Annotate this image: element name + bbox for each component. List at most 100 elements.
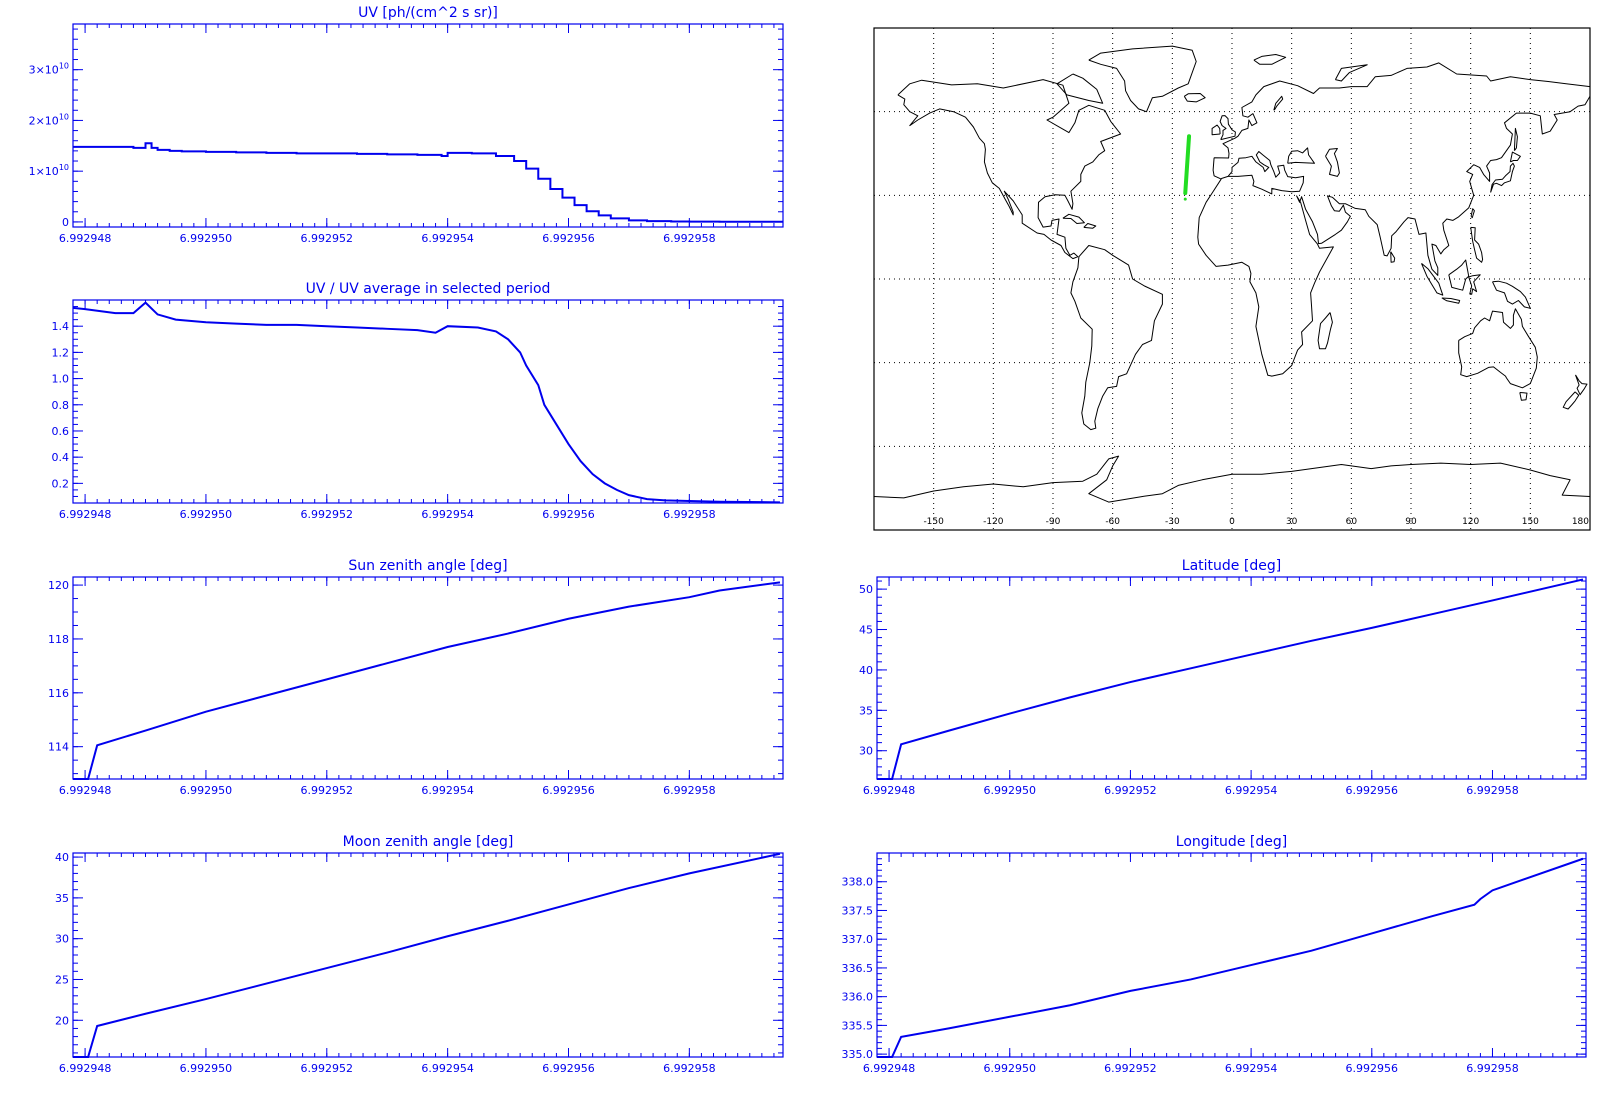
longitude-label: -150 xyxy=(923,517,944,527)
coastline-greenland xyxy=(1088,45,1197,113)
chart-mza: Moon zenith angle [deg] 6.992948 6.992950 6… xyxy=(55,834,784,1075)
y-tick-label: 0 xyxy=(62,216,69,229)
chart-ratio: UV / UV average in selected period 6.9929… xyxy=(52,281,784,521)
coastline-new-zealand-s xyxy=(1562,391,1580,410)
y-tick-label: 30 xyxy=(55,933,69,946)
y-tick-label: 335.5 xyxy=(842,1019,874,1032)
longitude-label: 150 xyxy=(1522,517,1539,527)
x-tick-label: 6.992950 xyxy=(180,784,233,797)
x-tick-label: 6.992958 xyxy=(663,784,716,797)
series-line-uv xyxy=(73,142,783,223)
coastline-new-guinea xyxy=(1492,280,1531,309)
coastline-philippines xyxy=(1470,226,1484,263)
x-tick-label: 6.992948 xyxy=(863,1062,916,1075)
coastline-australia xyxy=(1458,308,1538,389)
x-tick-label: 6.992948 xyxy=(863,784,916,797)
coastline-java xyxy=(1441,297,1461,304)
y-tick-label: 336.0 xyxy=(842,991,874,1004)
track-start-marker xyxy=(1183,197,1187,201)
coastline-scandinavia-gulf xyxy=(1273,95,1284,111)
x-tick-label: 6.992948 xyxy=(59,508,112,521)
plot-frame xyxy=(72,852,784,1058)
y-tick-label: 35 xyxy=(859,704,873,717)
y-tick-label: 337.5 xyxy=(842,904,874,917)
coastline-novaya-zemlya xyxy=(1334,64,1368,82)
chart-title: UV [ph/(cm^2 s sr)] xyxy=(358,5,498,21)
x-tick-label: 6.992952 xyxy=(301,784,354,797)
coastline-madagascar xyxy=(1317,312,1333,350)
x-tick-label: 6.992956 xyxy=(1346,1062,1399,1075)
chart-title: UV / UV average in selected period xyxy=(306,281,551,297)
plot-frame xyxy=(876,576,1587,780)
y-tick-label: 35 xyxy=(55,892,69,905)
coastline-baffin xyxy=(1056,73,1104,104)
x-tick-label: 6.992954 xyxy=(1225,784,1278,797)
coastline-japan xyxy=(1490,162,1515,193)
coastline-taiwan xyxy=(1470,208,1475,219)
coastline-sumatra xyxy=(1421,263,1444,296)
y-tick-label: 3×1010 xyxy=(29,62,69,77)
x-tick-label: 6.992952 xyxy=(1104,784,1157,797)
coastline-britain xyxy=(1219,115,1236,141)
y-tick-label: 45 xyxy=(859,624,873,637)
x-tick-label: 6.992956 xyxy=(1346,784,1399,797)
series-line-lat xyxy=(877,578,1584,780)
x-tick-label: 6.992952 xyxy=(1104,1062,1157,1075)
coastline-svalbard xyxy=(1253,54,1287,65)
y-tick-label: 0.4 xyxy=(52,451,70,464)
x-tick-label: 6.992954 xyxy=(421,508,474,521)
coastline-hokkaido xyxy=(1509,151,1521,163)
x-tick-label: 6.992950 xyxy=(180,508,233,521)
y-tick-label: 20 xyxy=(55,1014,69,1027)
y-tick-label: 1×1010 xyxy=(29,163,69,178)
y-tick-label: 1.2 xyxy=(52,346,70,359)
coastline-iceland xyxy=(1183,93,1206,103)
x-tick-label: 6.992950 xyxy=(983,1062,1036,1075)
x-tick-label: 6.992952 xyxy=(301,232,354,245)
plot-frame xyxy=(72,23,784,228)
y-tick-label: 116 xyxy=(48,687,69,700)
series-line-lon xyxy=(877,857,1584,1058)
coastline-borneo xyxy=(1448,259,1470,291)
coastline-north-america xyxy=(897,79,1122,260)
y-tick-label: 0.8 xyxy=(52,399,70,412)
y-tick-label: 118 xyxy=(48,633,69,646)
longitude-label: 180 xyxy=(1572,517,1589,527)
x-tick-label: 6.992950 xyxy=(180,1062,233,1075)
coastline-caspian xyxy=(1325,148,1340,177)
y-tick-label: 50 xyxy=(859,583,873,596)
chart-uv: UV [ph/(cm^2 s sr)] 6.992948 6.992950 6.992… xyxy=(29,5,784,245)
longitude-label: 90 xyxy=(1405,517,1417,527)
y-tick-label: 30 xyxy=(859,745,873,758)
y-tick-label: 40 xyxy=(55,851,69,864)
x-tick-label: 6.992956 xyxy=(542,1062,595,1075)
coastline-antarctica xyxy=(873,455,1591,503)
x-tick-label: 6.992952 xyxy=(301,1062,354,1075)
x-tick-label: 6.992958 xyxy=(1466,784,1519,797)
x-tick-label: 6.992958 xyxy=(1466,1062,1519,1075)
coastline-sakhalin xyxy=(1513,127,1518,151)
y-tick-label: 1.4 xyxy=(52,320,70,333)
longitude-label: -120 xyxy=(983,517,1004,527)
longitude-label: 60 xyxy=(1346,517,1358,527)
plot-frame xyxy=(876,852,1587,1058)
x-tick-label: 6.992952 xyxy=(301,508,354,521)
chart-title: Sun zenith angle [deg] xyxy=(348,558,507,574)
y-tick-label: 120 xyxy=(48,579,69,592)
x-tick-label: 6.992954 xyxy=(421,784,474,797)
plot-frame xyxy=(72,576,784,780)
y-tick-label: 2×1010 xyxy=(29,112,69,127)
y-tick-label: 1.0 xyxy=(52,373,70,386)
y-tick-label: 0.6 xyxy=(52,425,70,438)
x-tick-label: 6.992956 xyxy=(542,784,595,797)
chart-title: Moon zenith angle [deg] xyxy=(343,834,514,850)
series-line-sza xyxy=(73,581,781,780)
world-map: -150 -120 -90 -60 -30 0 30 60 90 120 150 180 xyxy=(873,27,1591,531)
longitude-label: 30 xyxy=(1286,517,1298,527)
x-tick-label: 6.992950 xyxy=(180,232,233,245)
y-tick-label: 336.5 xyxy=(842,962,874,975)
x-tick-label: 6.992954 xyxy=(421,232,474,245)
y-tick-label: 25 xyxy=(55,973,69,986)
coastline-hispaniola xyxy=(1083,223,1097,229)
